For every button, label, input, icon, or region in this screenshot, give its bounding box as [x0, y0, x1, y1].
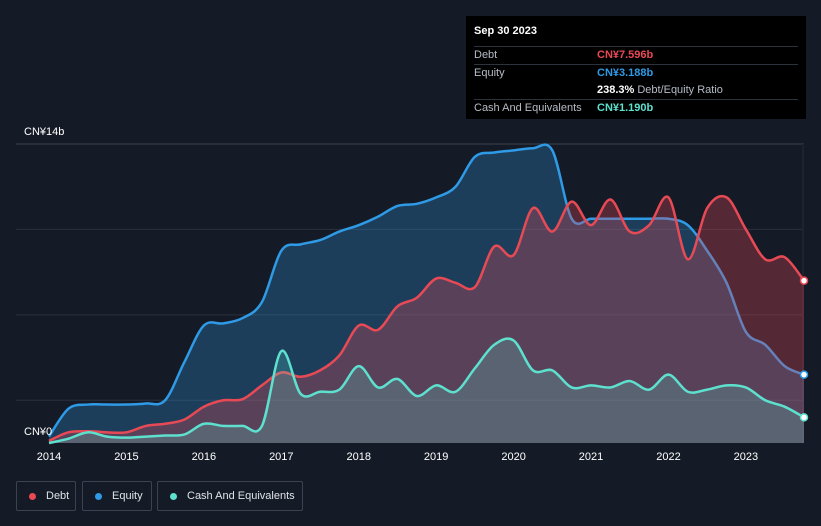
legend-label: Debt: [46, 490, 70, 502]
tooltip-ratio-label: Debt/Equity Ratio: [637, 84, 723, 96]
area-debt: [49, 196, 804, 443]
legend-item-cash[interactable]: Cash And Equivalents: [157, 481, 303, 511]
end-point-cash-and-equivalents: [799, 413, 809, 422]
plot-edge: [802, 144, 804, 443]
tooltip-row-debt: Debt CN¥7.596b: [474, 46, 798, 64]
x-tick-label: 2016: [192, 451, 216, 463]
tooltip-value: CN¥7.596b: [597, 49, 654, 61]
tooltip-label: Debt: [474, 49, 498, 61]
tooltip-row-equity: Equity CN¥3.188b: [474, 64, 798, 82]
tooltip-value: CN¥3.188b: [597, 67, 654, 79]
x-tick-label: 2021: [579, 451, 603, 463]
x-tick-label: 2020: [501, 451, 525, 463]
end-point-equity: [799, 370, 809, 379]
x-tick-label: 2019: [424, 451, 448, 463]
end-point-debt: [799, 276, 809, 285]
area-cash-and-equivalents: [49, 338, 804, 443]
legend-label: Cash And Equivalents: [187, 490, 295, 502]
tooltip-value: CN¥1.190b: [597, 102, 654, 114]
legend-dot-icon: [29, 492, 36, 500]
y-tick-label-max: CN¥14b: [24, 126, 64, 138]
plot-background: [16, 144, 804, 443]
x-tick-label: 2015: [114, 451, 138, 463]
tooltip-label: Cash And Equivalents: [474, 102, 582, 114]
tooltip-value: 238.3%: [597, 84, 635, 96]
legend-dot-icon: [95, 492, 102, 500]
legend-label: Equity: [112, 490, 143, 502]
line-debt: [48, 194, 805, 443]
legend-item-debt[interactable]: Debt: [16, 481, 76, 511]
tooltip-row-cash: Cash And Equivalents CN¥1.190b: [474, 99, 798, 117]
tooltip-row-ratio: 238.3% Debt/Equity Ratio: [474, 82, 798, 99]
x-tick-label: 2018: [347, 451, 371, 463]
legend-item-equity[interactable]: Equity: [82, 481, 152, 511]
legend-dot-icon: [170, 492, 177, 500]
tooltip-panel: Sep 30 2023 Debt CN¥7.596b Equity CN¥3.1…: [466, 16, 806, 119]
x-tick-label: 2022: [656, 451, 680, 463]
x-tick-label: 2014: [37, 451, 61, 463]
tooltip-label: [474, 82, 597, 99]
x-tick-label: 2017: [269, 451, 293, 463]
line-cash-and-equivalents: [48, 337, 805, 445]
line-equity: [47, 143, 805, 438]
y-tick-label-zero: CN¥0: [24, 426, 52, 438]
tooltip-label: Equity: [474, 67, 505, 79]
tooltip-date: Sep 30 2023: [474, 25, 537, 37]
x-tick-label: 2023: [734, 451, 758, 463]
